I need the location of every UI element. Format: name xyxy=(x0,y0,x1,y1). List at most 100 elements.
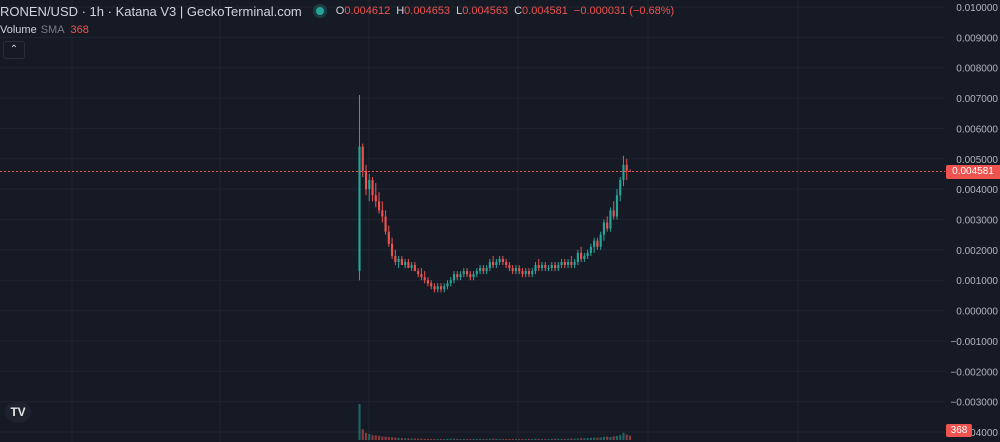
volume-bar xyxy=(387,437,390,440)
volume-bar xyxy=(426,438,429,440)
volume-bar xyxy=(420,438,423,440)
candle-body xyxy=(612,210,615,217)
candle-body xyxy=(583,255,586,259)
volume-bar xyxy=(384,436,387,440)
candle-body xyxy=(570,262,573,266)
price-tick-label: 0.003000 xyxy=(956,216,998,227)
candle-body xyxy=(547,268,550,270)
volume-bar xyxy=(361,429,364,440)
volume-bar xyxy=(557,438,560,440)
high-value: 0.004653 xyxy=(404,5,451,17)
volume-legend[interactable]: Volume SMA 368 xyxy=(0,24,89,36)
candle-body xyxy=(452,274,456,281)
volume-bar xyxy=(485,439,488,440)
volume-bar xyxy=(501,439,504,440)
candle-body xyxy=(492,262,495,266)
candle-body xyxy=(443,286,446,290)
candle-body xyxy=(361,146,364,171)
volume-bar xyxy=(452,438,456,440)
candle-body xyxy=(573,262,576,266)
candlestick-series xyxy=(358,95,632,293)
candle-body xyxy=(615,195,619,217)
volume-bar xyxy=(567,438,570,440)
candle-body xyxy=(540,265,544,269)
candle-body xyxy=(514,268,517,272)
volume-bar xyxy=(368,434,371,440)
volume-bar xyxy=(479,438,482,440)
candle-body xyxy=(553,265,557,269)
candle-body xyxy=(544,265,547,269)
price-tick-label: 0.004000 xyxy=(956,185,998,196)
candle-body xyxy=(384,216,387,232)
candle-body xyxy=(563,262,566,266)
volume-bar xyxy=(391,437,394,440)
volume-bar xyxy=(377,435,381,440)
price-tick-label: 0.005000 xyxy=(956,155,998,166)
candle-body xyxy=(534,265,537,272)
tradingview-logo[interactable]: TV xyxy=(5,401,31,423)
volume-bar xyxy=(518,439,521,440)
candle-body xyxy=(465,271,469,275)
volume-bar xyxy=(439,438,443,440)
candle-body xyxy=(495,262,498,266)
volume-bar xyxy=(586,438,589,440)
price-tick-label: 0.007000 xyxy=(956,94,998,105)
volume-bar xyxy=(505,439,508,440)
collapse-legend-button[interactable]: ⌃ xyxy=(3,41,25,59)
volume-bar xyxy=(417,438,420,440)
open-key: O xyxy=(335,5,345,17)
open-value: 0.004612 xyxy=(344,5,391,17)
candle-body xyxy=(527,271,531,275)
candle-body xyxy=(511,268,514,272)
volume-bar xyxy=(625,434,628,440)
price-axis[interactable]: 0.010000 0.009000 0.008000 0.007000 0.006000… xyxy=(945,0,1000,442)
volume-bar xyxy=(527,439,531,440)
volume-tag: 368 xyxy=(946,424,972,437)
volume-bar xyxy=(472,439,475,440)
volume-bar xyxy=(407,438,410,440)
candle-body xyxy=(430,283,433,287)
symbol-title[interactable]: RONEN/USD · 1h · Katana V3 | GeckoTermin… xyxy=(0,3,302,19)
chart-header: RONEN/USD · 1h · Katana V3 | GeckoTermin… xyxy=(0,3,674,19)
volume-bar xyxy=(413,438,416,440)
price-tick-label: 0.010000 xyxy=(956,3,998,14)
volume-bar xyxy=(423,438,426,440)
low-key: L xyxy=(456,5,463,17)
candle-body xyxy=(479,268,482,272)
price-tick-label: −0.001000 xyxy=(950,337,998,348)
candle-body xyxy=(394,255,397,262)
volume-bar xyxy=(394,437,397,440)
volume-bar xyxy=(560,438,563,440)
volume-bar xyxy=(364,432,368,440)
volume-bar xyxy=(599,437,602,440)
volume-bar xyxy=(573,438,576,440)
volume-bar xyxy=(589,437,592,440)
candle-body xyxy=(625,164,628,171)
price-tick-label: 0.008000 xyxy=(956,64,998,75)
volume-bar xyxy=(456,438,459,440)
candle-body xyxy=(436,286,439,290)
candle-body xyxy=(446,283,449,287)
volume-histogram xyxy=(358,404,632,440)
price-tick-label: 0.009000 xyxy=(956,33,998,44)
candle-body xyxy=(368,180,371,190)
volume-bar xyxy=(596,437,599,440)
volume-bar xyxy=(524,439,527,440)
candle-body xyxy=(576,252,579,262)
volume-bar xyxy=(628,435,632,440)
volume-bar xyxy=(514,438,517,440)
price-tick-label: 0.002000 xyxy=(956,246,998,257)
close-key: C xyxy=(514,5,523,17)
volume-value: 368 xyxy=(70,24,89,36)
volume-bar xyxy=(436,438,439,440)
volume-bar xyxy=(459,439,462,440)
volume-bar xyxy=(612,436,615,440)
candle-body xyxy=(622,164,625,181)
candle-body xyxy=(589,246,592,253)
low-value: 0.004563 xyxy=(462,5,509,17)
candle-body xyxy=(602,222,605,235)
volume-bar xyxy=(462,438,465,440)
candle-body xyxy=(593,240,596,247)
candle-body xyxy=(501,258,504,262)
